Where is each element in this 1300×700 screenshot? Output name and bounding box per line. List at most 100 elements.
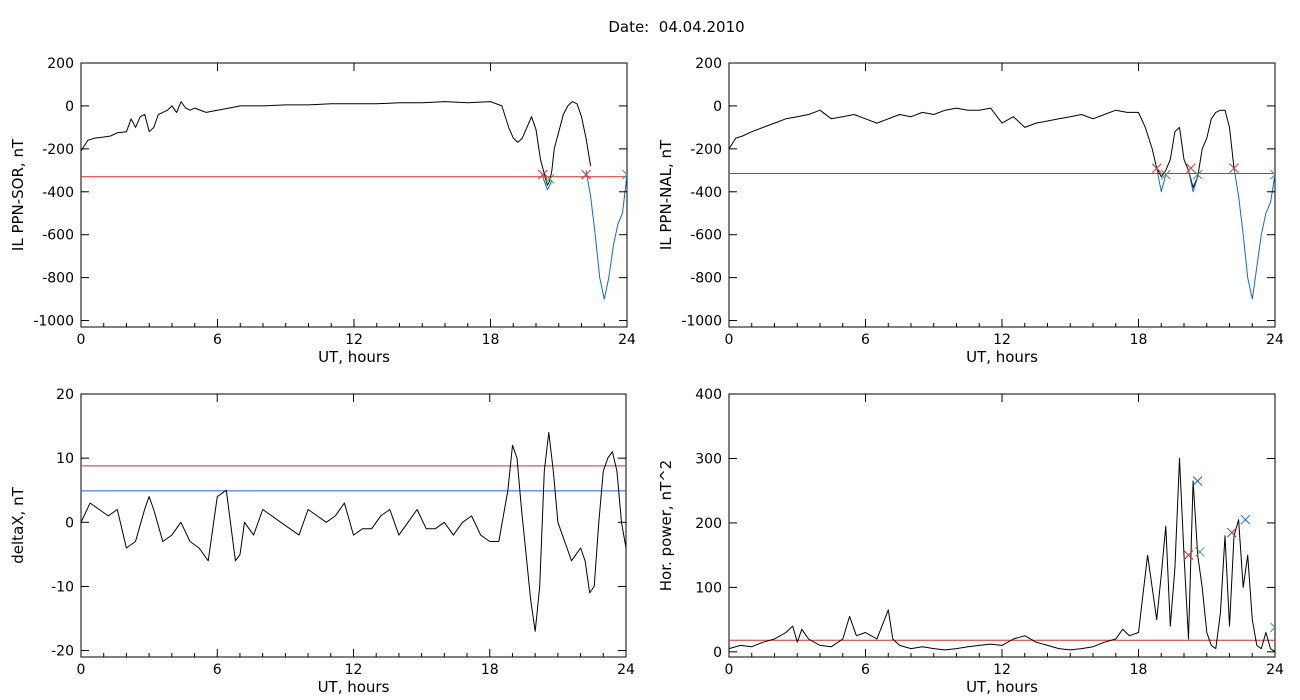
x-tick-label: 6: [213, 332, 222, 348]
x-tick-label: 6: [213, 662, 222, 678]
x-tick-label: 6: [861, 332, 870, 348]
marker-stroke: [1229, 163, 1239, 174]
marker-stroke: [1270, 173, 1275, 180]
event-marker: [1160, 169, 1171, 180]
x-tick-label: 0: [77, 662, 86, 678]
x-axis-label: UT, hours: [966, 348, 1038, 366]
axes-frame: [728, 393, 1276, 658]
x-axis-label: UT, hours: [966, 678, 1038, 696]
y-tick-label: -10: [51, 579, 74, 595]
axes-frame: [80, 393, 627, 658]
x-tick-label: 18: [481, 662, 499, 678]
axes-frame: [80, 62, 628, 328]
marker-stroke: [1151, 163, 1162, 174]
x-axis-label: UT, hours: [318, 348, 390, 366]
x-tick-label: 12: [993, 662, 1011, 678]
marker-stroke: [544, 174, 555, 184]
y-tick-label: -1000: [681, 314, 722, 330]
event-marker: [1183, 550, 1194, 561]
data-series-line: [729, 458, 1275, 653]
x-tick-label: 6: [861, 662, 870, 678]
event-marker: [1270, 169, 1275, 180]
marker-stroke: [1185, 163, 1196, 174]
plot-area: [729, 458, 1275, 653]
y-tick-label: -800: [42, 271, 74, 287]
data-series-line: [542, 176, 553, 191]
plot-area: [81, 101, 627, 300]
event-marker: [1151, 163, 1162, 174]
data-series-line: [81, 101, 592, 186]
y-tick-label: 0: [713, 99, 722, 115]
figure-title: Date: 04.04.2010: [608, 18, 745, 36]
y-tick-label: 300: [695, 451, 722, 467]
x-tick-label: 0: [77, 332, 86, 348]
data-series-line: [1233, 168, 1275, 300]
x-tick-label: 18: [1130, 332, 1148, 348]
y-tick-label: -400: [690, 185, 722, 201]
data-series-line: [1188, 170, 1199, 193]
plot-area: [81, 432, 626, 632]
y-tick-label: 200: [695, 516, 722, 532]
y-tick-label: 400: [695, 387, 722, 403]
x-tick-label: 0: [725, 332, 734, 348]
panel-deltax: 0 6 12 18 24 20 10 0 -10 -20 UT, hours deltaX, nT: [9, 387, 635, 696]
y-axis-label: Hor. power, nT^2: [657, 460, 675, 591]
marker-stroke: [622, 169, 627, 176]
x-tick-label: 12: [993, 332, 1011, 348]
y-axis-label: IL PPN-SOR, nT: [9, 138, 27, 251]
event-marker: [1226, 527, 1237, 538]
axes-frame: [728, 62, 1276, 328]
y-axis-label: deltaX, nT: [9, 486, 27, 563]
y-tick-label: 10: [56, 451, 74, 467]
panel-il-ppn-sor: 0 6 12 18 24 200 0 -200 -400 -600 -800 -1000 UT, hou…: [9, 56, 636, 366]
event-marker: [1240, 514, 1251, 525]
event-marker: [1229, 163, 1239, 174]
marker-stroke: [1270, 626, 1275, 633]
event-marker: [622, 169, 627, 180]
marker-stroke: [1226, 527, 1237, 538]
marker-stroke: [1192, 169, 1203, 180]
y-tick-label: -1000: [33, 314, 74, 330]
event-marker: [581, 169, 591, 180]
marker-stroke: [581, 169, 591, 180]
x-tick-label: 24: [617, 662, 635, 678]
marker-stroke: [537, 169, 548, 180]
x-tick-label: 24: [1266, 662, 1284, 678]
y-tick-label: 20: [56, 387, 74, 403]
x-tick-label: 0: [725, 662, 734, 678]
y-tick-label: -600: [690, 228, 722, 244]
y-tick-label: 0: [713, 645, 722, 661]
y-tick-label: -600: [42, 228, 74, 244]
x-tick-label: 12: [345, 662, 363, 678]
y-tick-label: -400: [42, 185, 74, 201]
data-series-line: [81, 432, 626, 632]
event-marker: [544, 174, 555, 184]
y-tick-label: 200: [695, 56, 722, 72]
marker-stroke: [1270, 169, 1275, 176]
x-axis-label: UT, hours: [318, 678, 390, 696]
marker-stroke: [1192, 476, 1203, 486]
plot-area: [729, 107, 1275, 300]
marker-stroke: [1183, 550, 1194, 561]
marker-stroke: [1240, 514, 1251, 525]
event-marker: [537, 169, 548, 180]
data-series-line: [1156, 168, 1167, 193]
y-tick-label: 0: [65, 515, 74, 531]
x-tick-label: 24: [618, 332, 636, 348]
y-tick-label: 100: [695, 580, 722, 596]
y-axis-label: IL PPN-NAL, nT: [657, 139, 675, 250]
event-marker: [1270, 622, 1275, 633]
x-tick-label: 12: [345, 332, 363, 348]
marker-stroke: [622, 173, 627, 180]
marker-stroke: [1195, 547, 1205, 557]
y-tick-label: 200: [47, 56, 74, 72]
x-tick-label: 18: [482, 332, 500, 348]
event-marker: [1192, 169, 1203, 180]
x-tick-label: 18: [1130, 662, 1148, 678]
event-marker: [1195, 547, 1205, 557]
y-tick-label: -200: [42, 142, 74, 158]
x-tick-label: 24: [1266, 332, 1284, 348]
event-marker: [1192, 476, 1203, 486]
panel-hor-power: 0 6 12 18 24 400 300 200 100 0 UT, hours Hor. power…: [657, 387, 1284, 696]
